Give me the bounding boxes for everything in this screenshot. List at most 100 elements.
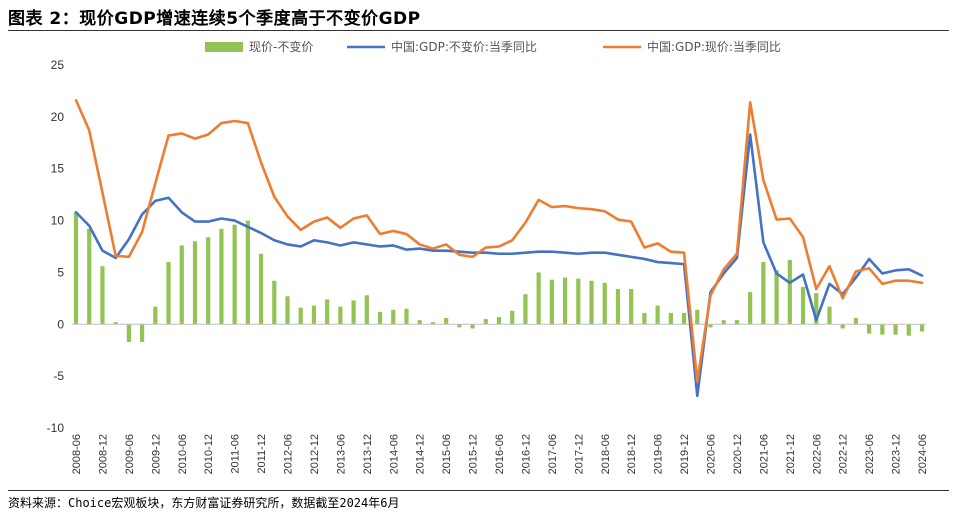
- bar: [87, 228, 92, 325]
- bar: [364, 295, 369, 325]
- x-tick-label: 2013-12: [362, 434, 374, 474]
- bar: [655, 305, 660, 325]
- bar: [126, 324, 131, 342]
- bar: [562, 277, 568, 325]
- legend-label: 现价-不变价: [249, 39, 313, 54]
- x-tick-label: 2024-06: [917, 434, 929, 474]
- bar: [800, 286, 806, 325]
- y-tick-label: -5: [53, 369, 64, 383]
- y-tick-label: 25: [51, 58, 65, 72]
- bar: [113, 322, 118, 325]
- legend-label: 中国:GDP:现价:当季同比: [647, 39, 781, 54]
- bar: [867, 324, 872, 334]
- line-series: [74, 98, 924, 398]
- x-tick-label: 2018-12: [626, 434, 638, 474]
- y-tick-label: -10: [47, 421, 65, 435]
- x-tick-label: 2017-12: [573, 434, 585, 474]
- x-tick-label: 2022-12: [838, 434, 850, 474]
- legend: 现价-不变价 中国:GDP:不变价:当季同比 中国:GDP:现价:当季同比: [205, 39, 781, 54]
- bar: [100, 266, 105, 325]
- bar: [470, 324, 475, 329]
- x-tick-label: 2011-12: [256, 434, 268, 474]
- x-tick-label: 2023-12: [891, 434, 903, 474]
- figure-title: 图表 2：现价GDP增速连续5个季度高于不变价GDP: [8, 9, 421, 29]
- y-tick-label: 15: [51, 162, 65, 176]
- bar: [219, 228, 224, 325]
- y-axis: -10 -5 0 5 10 15 20 25: [47, 58, 65, 435]
- bar: [285, 296, 290, 325]
- bar: [906, 324, 911, 336]
- legend-label: 中国:GDP:不变价:当季同比: [391, 39, 537, 54]
- bar: [417, 320, 422, 325]
- y-tick-label: 5: [57, 265, 64, 279]
- bar: [298, 307, 303, 325]
- bar: [919, 324, 925, 332]
- top-rule: [8, 30, 949, 31]
- bottom-rule: [8, 490, 949, 491]
- x-tick-label: 2018-06: [600, 434, 612, 474]
- bar: [668, 312, 673, 325]
- legend-swatch-bar: [205, 42, 243, 52]
- bar: [536, 272, 541, 325]
- bar: [721, 320, 726, 325]
- bar: [457, 324, 462, 328]
- bar: [496, 317, 502, 325]
- bar: [840, 324, 845, 329]
- bar: [774, 270, 779, 325]
- bar: [893, 324, 898, 335]
- bar: [258, 253, 264, 325]
- bar: [708, 324, 713, 328]
- bar: [206, 237, 211, 325]
- bar: [814, 293, 819, 325]
- x-tick-label: 2016-06: [494, 434, 506, 474]
- x-tick-label: 2019-12: [679, 434, 691, 474]
- x-tick-label: 2021-12: [785, 434, 797, 474]
- source-note: 资料来源：Choice宏观板块，东方财富证券研究所，数据截至2024年6月: [8, 496, 400, 510]
- x-axis: 2008-06 2008-12 2009-06 2009-12 2010-06 2010-…: [71, 434, 929, 474]
- bar: [827, 306, 832, 325]
- bar: [272, 280, 277, 325]
- bar: [192, 241, 198, 325]
- x-tick-label: 2010-06: [177, 434, 189, 474]
- bar: [787, 259, 792, 325]
- bar: [245, 220, 250, 325]
- bar: [139, 324, 145, 342]
- bar: [761, 262, 766, 325]
- bar: [444, 318, 449, 325]
- x-tick-label: 2013-06: [335, 434, 347, 474]
- bar: [430, 322, 436, 325]
- x-tick-label: 2011-06: [230, 434, 242, 474]
- bar: [351, 300, 356, 325]
- bar: [615, 289, 621, 325]
- bar: [166, 262, 171, 325]
- bar: [377, 311, 383, 325]
- bar: [483, 319, 488, 325]
- bar: [681, 312, 687, 325]
- x-tick-label: 2009-06: [124, 434, 136, 474]
- x-tick-label: 2019-06: [653, 434, 665, 474]
- bar: [589, 280, 594, 325]
- bar: [338, 306, 343, 325]
- x-tick-label: 2008-06: [71, 434, 83, 474]
- y-tick-label: 0: [57, 317, 64, 331]
- x-tick-label: 2012-12: [309, 434, 321, 474]
- x-tick-label: 2014-06: [388, 434, 400, 474]
- bar: [391, 309, 396, 325]
- x-tick-label: 2015-12: [468, 434, 480, 474]
- bar: [880, 324, 885, 335]
- bar: [695, 309, 700, 325]
- bar: [73, 212, 79, 325]
- x-tick-label: 2015-06: [441, 434, 453, 474]
- series-line: [74, 133, 924, 398]
- bar: [325, 299, 330, 325]
- bar: [510, 310, 515, 325]
- bar: [853, 318, 859, 325]
- bar: [602, 282, 607, 325]
- bar: [748, 292, 753, 325]
- bar: [311, 305, 317, 325]
- x-tick-label: 2022-06: [811, 434, 823, 474]
- x-tick-label: 2016-12: [520, 434, 532, 474]
- x-tick-label: 2021-06: [758, 434, 770, 474]
- x-tick-label: 2020-06: [706, 434, 718, 474]
